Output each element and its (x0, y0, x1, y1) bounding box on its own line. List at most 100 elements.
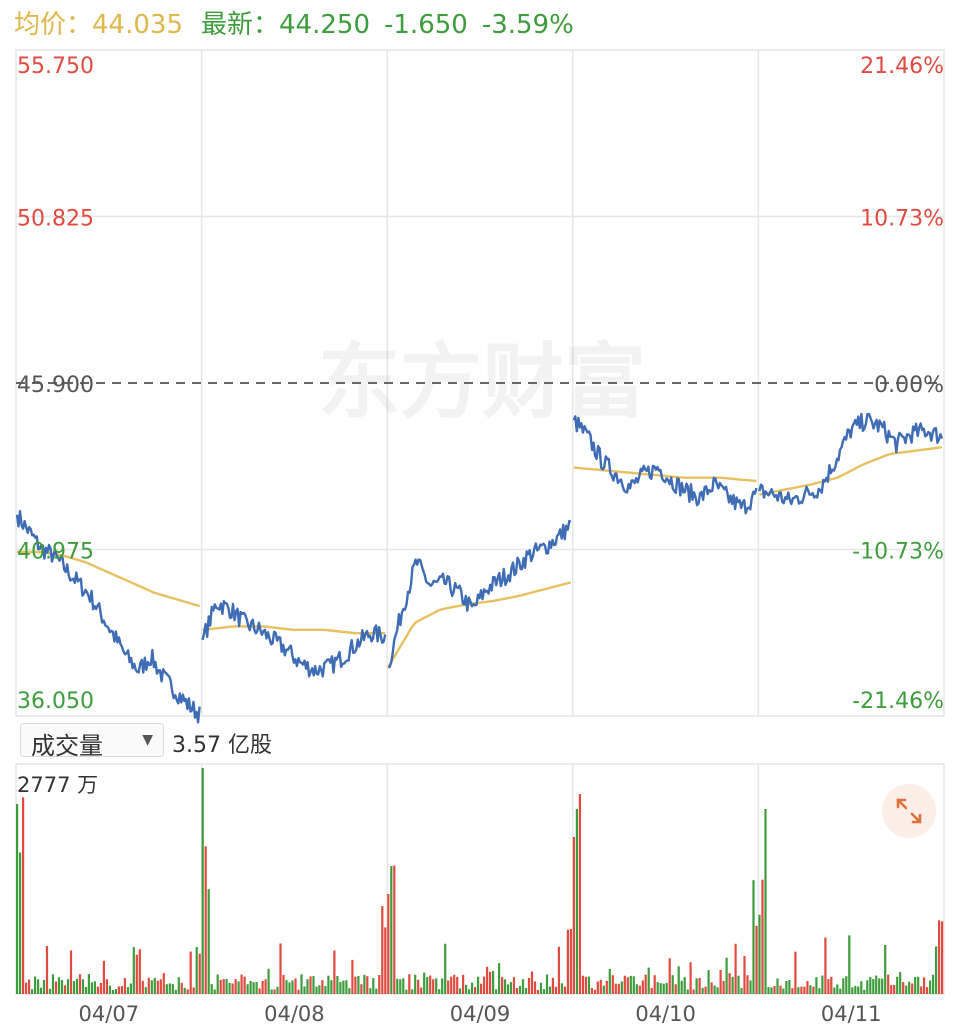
volume-bar (207, 889, 210, 994)
avg-price-series (17, 446, 943, 668)
volume-bar (54, 981, 58, 994)
volume-bar (731, 976, 734, 994)
volume-bar (204, 846, 207, 994)
volume-bar (704, 986, 707, 994)
volume-bar (234, 979, 237, 994)
volume-bar (824, 937, 827, 994)
volume-bar (126, 987, 129, 994)
volume-bar (453, 974, 456, 994)
volume-bar (764, 809, 767, 994)
volume-bar (689, 962, 692, 994)
volume-bar (728, 973, 731, 994)
y-tick-left: 36.050 (17, 689, 94, 714)
volume-bar (222, 979, 225, 994)
volume-bar (390, 866, 393, 994)
volume-bar (408, 974, 411, 994)
volume-bar (758, 914, 761, 994)
volume-bar (171, 984, 174, 994)
volume-bar (698, 978, 701, 994)
volume-bar (545, 974, 549, 994)
y-tick-right: 21.46% (860, 54, 944, 79)
volume-bar (414, 974, 417, 994)
avg-line-04/10 (573, 466, 757, 483)
volume-bar (84, 987, 88, 994)
volume-bar (665, 982, 668, 994)
volume-bar (303, 986, 306, 994)
volume-bar (737, 975, 740, 994)
volume-bar (884, 945, 887, 994)
volume-bar (420, 987, 423, 994)
volume-bar (108, 985, 111, 994)
volume-bar (518, 985, 522, 994)
volume-bar (686, 989, 689, 994)
expand-button[interactable] (882, 784, 936, 838)
volume-bar (81, 979, 85, 994)
volume-bar (22, 797, 25, 994)
volume-bar (435, 978, 438, 994)
price-series (15, 412, 944, 724)
volume-bar (480, 983, 483, 994)
volume-bar (474, 987, 477, 994)
y-tick-left: 45.900 (17, 373, 94, 398)
volume-bar (378, 975, 381, 994)
volume-bar (677, 966, 680, 994)
volume-bar (195, 947, 198, 994)
volume-bar (240, 974, 243, 994)
volume-bar (147, 977, 150, 994)
volume-bar (788, 980, 791, 994)
volume-bar (468, 989, 471, 994)
volume-bar (509, 982, 513, 994)
volume-bar (354, 976, 357, 994)
volume-bar (120, 986, 123, 994)
volume-bar (815, 977, 818, 994)
volume-bar (611, 975, 614, 994)
volume-bar (746, 975, 749, 994)
volume-bar (489, 971, 492, 994)
volume-bar (351, 959, 354, 994)
volume-bar (761, 879, 764, 994)
volume-bar (722, 981, 725, 994)
volume-bar (551, 977, 554, 994)
volume-bar (261, 981, 264, 994)
volume-bar (444, 943, 447, 994)
volume-bar (363, 974, 366, 994)
volume-bar (905, 985, 908, 994)
volume-bar (25, 982, 28, 994)
volume-bar (462, 974, 465, 994)
price-change: -1.650 (384, 10, 468, 40)
volume-bar (755, 925, 758, 994)
volume-bar (842, 978, 845, 994)
volume-bar (177, 977, 180, 994)
volume-indicator-select[interactable]: 成交量 ▼ (20, 723, 164, 760)
x-tick-label: 04/09 (450, 1002, 511, 1026)
volume-bar (941, 921, 944, 994)
volume-bar (39, 987, 43, 994)
volume-bar (593, 989, 596, 994)
volume-bar (66, 979, 70, 994)
price-line-04/11 (758, 412, 944, 506)
volume-bar (629, 975, 632, 994)
volume-bar (683, 977, 686, 994)
volume-bar (426, 976, 429, 994)
volume-bar (512, 977, 516, 994)
volume-bar (914, 977, 917, 994)
volume-bar (863, 989, 866, 994)
chart-grid (15, 49, 945, 995)
volume-bar (459, 988, 462, 994)
volume-bar (587, 976, 590, 994)
x-tick-label: 04/07 (79, 1002, 140, 1026)
volume-bar (638, 985, 641, 994)
price-line-04/08 (201, 600, 387, 678)
volume-bar (902, 982, 905, 994)
volume-bar (198, 953, 201, 994)
volume-indicator-label: 成交量 (31, 732, 103, 760)
volume-bar (75, 978, 79, 994)
volume-bar (701, 987, 704, 994)
volume-bar (231, 983, 234, 994)
volume-bar (560, 983, 563, 994)
volume-bar (530, 971, 534, 994)
volume-bar (767, 987, 770, 994)
volume-bar (725, 957, 728, 994)
volume-bar (734, 943, 737, 994)
